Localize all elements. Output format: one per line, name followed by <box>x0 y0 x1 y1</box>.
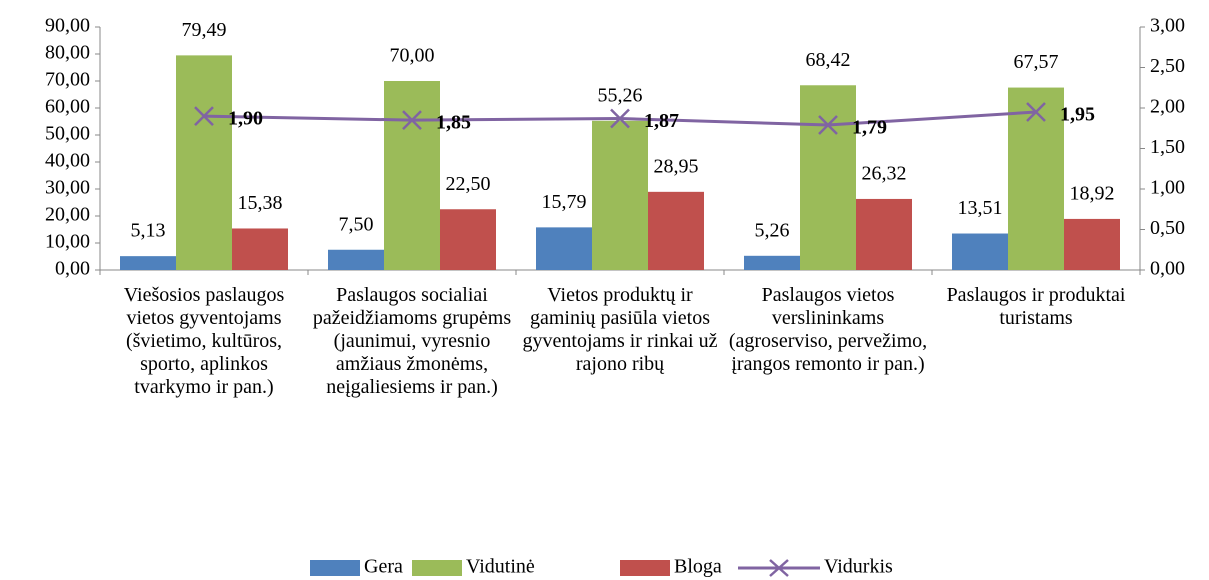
y-tick-label: 80,00 <box>45 42 90 64</box>
data-label: 15,38 <box>238 192 283 214</box>
bar <box>536 227 592 270</box>
y2-tick-label: 0,00 <box>1150 258 1185 280</box>
legend-swatch <box>620 560 670 576</box>
data-label: 1,85 <box>436 112 471 134</box>
marker <box>194 106 214 126</box>
data-label: 68,42 <box>806 49 851 71</box>
bar <box>648 191 704 270</box>
x-tick-label: Viešosios paslaugos vietos gyventojams (… <box>123 284 285 398</box>
y-tick-label: 90,00 <box>45 15 90 37</box>
bar <box>176 55 232 270</box>
y2-tick-label: 0,50 <box>1150 217 1185 239</box>
bar <box>232 228 288 270</box>
y-tick-label: 0,00 <box>55 258 90 280</box>
data-label: 5,26 <box>755 219 790 241</box>
y2-tick-label: 2,50 <box>1150 55 1185 77</box>
data-label: 1,87 <box>644 110 679 132</box>
y2-tick-label: 1,00 <box>1150 177 1185 199</box>
y-tick-label: 50,00 <box>45 123 90 145</box>
bar <box>440 209 496 270</box>
y2-tick-label: 1,50 <box>1150 136 1185 158</box>
data-label: 18,92 <box>1070 183 1115 205</box>
y2-tick-label: 3,00 <box>1150 15 1185 37</box>
y-tick-label: 70,00 <box>45 69 90 91</box>
data-label: 13,51 <box>958 197 1003 219</box>
x-tick-label: Paslaugos socialiai pažeidžiamoms grupėm… <box>312 284 512 398</box>
data-label: 67,57 <box>1014 51 1059 73</box>
data-label: 1,95 <box>1060 104 1095 126</box>
data-label: 22,50 <box>446 173 491 195</box>
marker <box>402 110 422 131</box>
bar <box>744 255 800 270</box>
legend-label: Vidurkis <box>824 556 893 578</box>
bar <box>856 198 912 270</box>
y-tick-label: 60,00 <box>45 96 90 118</box>
bar <box>384 81 440 270</box>
x-tick-label: Paslaugos ir produktai turistams <box>946 284 1126 329</box>
legend-label: Bloga <box>674 556 722 578</box>
bar <box>952 233 1008 270</box>
legend-swatch <box>412 560 462 576</box>
marker <box>818 115 838 135</box>
bar <box>1008 87 1064 270</box>
y-tick-label: 10,00 <box>45 231 90 253</box>
bar <box>328 249 384 270</box>
x-tick-label: Vietos produktų ir gaminių pasiūla vieto… <box>522 284 718 375</box>
data-label: 28,95 <box>654 155 699 177</box>
data-label: 1,79 <box>852 117 887 139</box>
data-label: 55,26 <box>598 84 643 106</box>
bar <box>120 256 176 270</box>
bar <box>1064 218 1120 270</box>
marker <box>1026 102 1046 122</box>
legend-swatch <box>310 560 360 576</box>
legend-marker <box>769 559 789 577</box>
y-tick-label: 20,00 <box>45 204 90 226</box>
legend-label: Gera <box>364 556 403 578</box>
marker <box>610 108 630 129</box>
data-label: 79,49 <box>182 19 227 41</box>
y-tick-label: 40,00 <box>45 150 90 172</box>
data-label: 5,13 <box>131 220 166 242</box>
data-label: 7,50 <box>339 213 374 235</box>
data-label: 15,79 <box>542 191 587 213</box>
data-label: 70,00 <box>390 45 435 67</box>
y-tick-label: 30,00 <box>45 177 90 199</box>
x-tick-label: Paslaugos vietos verslininkams (agroserv… <box>728 284 928 375</box>
y2-tick-label: 2,00 <box>1150 96 1185 118</box>
bar <box>800 85 856 271</box>
bar <box>592 120 648 270</box>
data-label: 1,90 <box>228 108 263 130</box>
data-label: 26,32 <box>862 163 907 185</box>
legend-label: Vidutinė <box>466 556 535 578</box>
